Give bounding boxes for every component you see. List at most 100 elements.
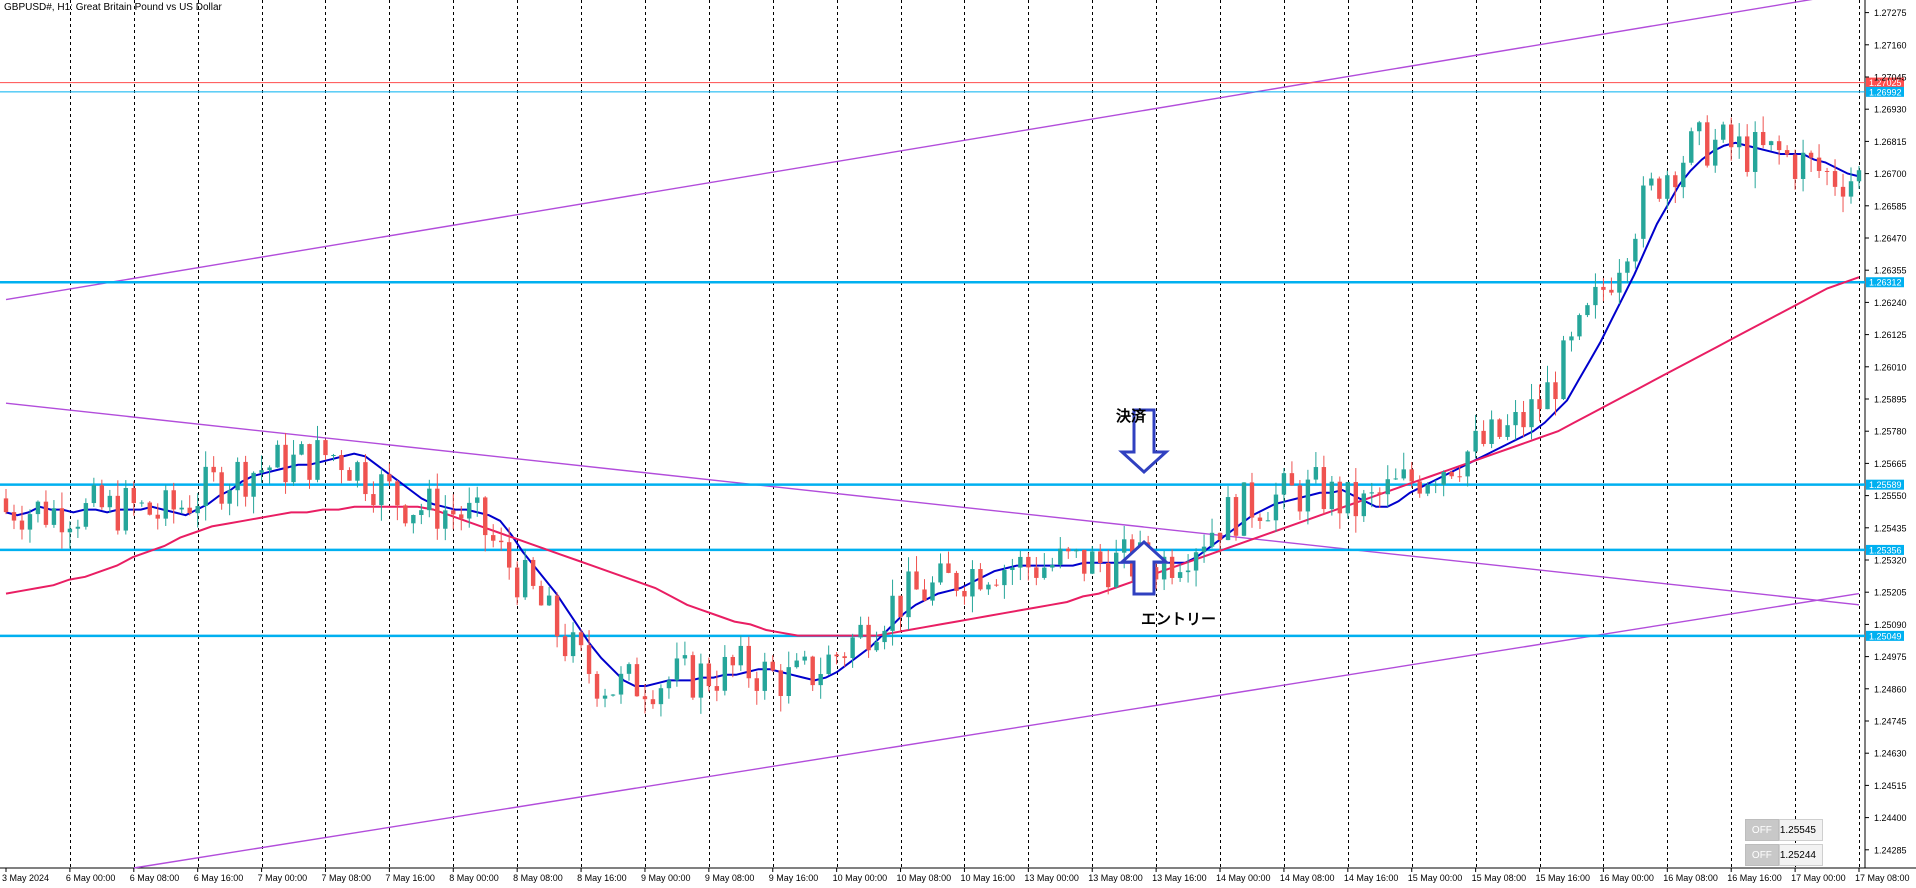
candle-body (1808, 152, 1814, 158)
candle-body (1768, 141, 1774, 146)
candle-body (1457, 476, 1462, 478)
candle-body (706, 663, 712, 687)
candle-body (658, 688, 664, 705)
candle-body (610, 694, 616, 696)
y-tick-label: 1.25895 (1874, 395, 1907, 405)
x-tick-label: 6 May 08:00 (130, 873, 180, 883)
y-tick-label: 1.26010 (1874, 362, 1907, 372)
candle-body (427, 488, 432, 511)
candle-body (1321, 467, 1327, 510)
candle-body (1513, 412, 1518, 426)
symbol-info: GBPUSD#, H1: Great Britain Pound vs US D… (4, 2, 222, 13)
candle-body (1313, 467, 1319, 480)
candle-body (802, 656, 807, 661)
candle-body (291, 454, 296, 483)
y-tick-label: 1.25665 (1874, 459, 1907, 469)
candle-body (267, 467, 272, 471)
candle-body (690, 655, 696, 698)
candle-body (115, 495, 121, 531)
candle-body (1481, 430, 1486, 444)
candle-body (275, 444, 280, 468)
candle-body (1705, 122, 1710, 166)
candle-body (1856, 170, 1862, 182)
candle-body (1345, 481, 1351, 514)
trade-value: 1.25545 (1778, 819, 1823, 841)
x-tick-label: 8 May 16:00 (577, 873, 627, 883)
candle-body (219, 472, 224, 504)
candle-body (738, 645, 744, 666)
candle-body (562, 636, 568, 657)
x-tick-label: 10 May 00:00 (833, 873, 888, 883)
candle-body (1433, 484, 1438, 486)
candle-body (1361, 493, 1366, 517)
candle-body (826, 654, 831, 675)
candle-body (331, 455, 336, 457)
candle-body (1241, 482, 1247, 536)
candle-body (1729, 124, 1734, 148)
candle-body (626, 664, 632, 674)
candle-body (618, 673, 624, 695)
x-tick-label: 6 May 00:00 (66, 873, 116, 883)
y-tick-label: 1.24975 (1874, 652, 1907, 662)
candle-body (387, 474, 392, 482)
candle-body (1018, 556, 1023, 568)
x-tick-label: 13 May 16:00 (1152, 873, 1207, 883)
x-tick-label: 7 May 08:00 (321, 873, 371, 883)
y-tick-label: 1.26355 (1874, 266, 1907, 276)
candle-body (1784, 150, 1790, 155)
candle-body (1273, 494, 1279, 521)
candle-body (419, 510, 424, 516)
candle-body (123, 487, 129, 531)
candle-body (1082, 549, 1087, 574)
candle-body (379, 474, 384, 506)
candle-body (1609, 289, 1614, 293)
price-level-tag (1866, 630, 1904, 641)
candle-body (602, 695, 608, 699)
candle-body (1385, 479, 1390, 495)
x-tick-label: 13 May 08:00 (1088, 873, 1143, 883)
candle-body (730, 656, 736, 666)
candle-body (1776, 141, 1782, 151)
y-tick-label: 1.25205 (1874, 588, 1907, 598)
candle-body (483, 497, 488, 536)
candle-body (403, 505, 408, 524)
candle-body (682, 655, 688, 659)
candle-body (1002, 570, 1007, 586)
candle-body (1329, 481, 1335, 510)
x-tick-label: 15 May 00:00 (1408, 873, 1463, 883)
candle-body (818, 674, 823, 686)
candle-body (211, 466, 216, 473)
off-button[interactable]: OFF (1745, 819, 1779, 841)
candle-body (1305, 479, 1311, 512)
candle-body (1792, 154, 1798, 179)
candle-body (642, 696, 648, 700)
candle-body (83, 503, 89, 527)
candle-body (499, 540, 504, 543)
candle-body (1824, 170, 1830, 172)
candle-body (1617, 272, 1622, 293)
trendline (5, 402, 1860, 606)
candle-body (994, 584, 999, 586)
candle-body (1193, 552, 1199, 571)
x-tick-label: 10 May 08:00 (897, 873, 952, 883)
off-button[interactable]: OFF (1745, 844, 1779, 866)
price-level-value: 1.25589 (1869, 480, 1902, 490)
candle-body (962, 590, 967, 597)
candle-body (1153, 567, 1159, 580)
candle-body (171, 490, 176, 510)
x-tick-label: 14 May 16:00 (1344, 873, 1399, 883)
y-tick-label: 1.24860 (1874, 684, 1907, 694)
candle-body (1553, 382, 1558, 400)
candle-body (1641, 185, 1646, 239)
price-level-value: 1.26992 (1869, 87, 1902, 97)
y-tick-label: 1.25090 (1874, 620, 1907, 630)
candle-body (666, 680, 672, 689)
trendlines (5, 0, 1860, 869)
candle-body (179, 507, 184, 510)
candle-body (1601, 286, 1606, 290)
candle-body (203, 466, 208, 507)
x-tick-label: 16 May 00:00 (1599, 873, 1654, 883)
candle-body (347, 470, 352, 481)
